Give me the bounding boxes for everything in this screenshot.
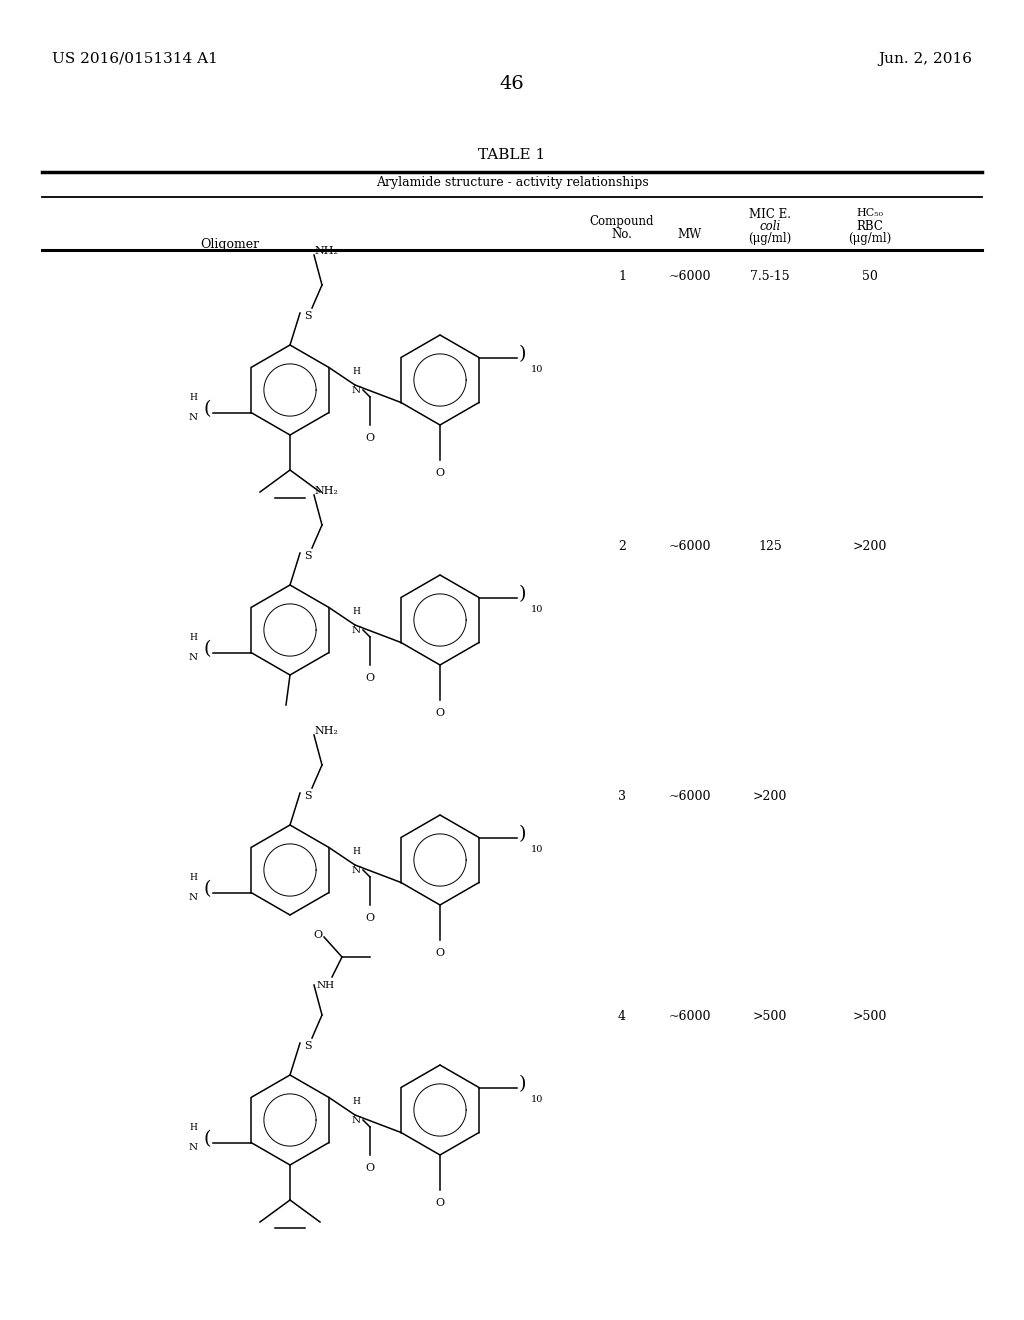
Text: H: H <box>189 393 197 403</box>
Text: H: H <box>189 874 197 883</box>
Text: Compound: Compound <box>590 215 654 228</box>
Text: >500: >500 <box>753 1010 787 1023</box>
Text: ~6000: ~6000 <box>669 540 712 553</box>
Text: (μg/ml): (μg/ml) <box>749 232 792 246</box>
Text: H: H <box>352 1097 360 1106</box>
Text: 10: 10 <box>531 1096 544 1105</box>
Text: Jun. 2, 2016: Jun. 2, 2016 <box>878 51 972 66</box>
Text: ): ) <box>519 346 526 363</box>
Text: 125: 125 <box>758 540 782 553</box>
Text: NH₂: NH₂ <box>314 486 338 496</box>
Text: ~6000: ~6000 <box>669 271 712 282</box>
Text: N: N <box>351 385 360 395</box>
Text: ): ) <box>519 1076 526 1093</box>
Text: HC₅₀: HC₅₀ <box>856 209 884 218</box>
Text: ~6000: ~6000 <box>669 789 712 803</box>
Text: S: S <box>304 1041 312 1051</box>
Text: N: N <box>188 652 198 661</box>
Text: O: O <box>366 1163 375 1173</box>
Text: NH₂: NH₂ <box>314 726 338 737</box>
Text: ): ) <box>519 586 526 603</box>
Text: Arylamide structure - activity relationships: Arylamide structure - activity relations… <box>376 176 648 189</box>
Text: N: N <box>188 412 198 421</box>
Text: (μg/ml): (μg/ml) <box>848 232 892 246</box>
Text: H: H <box>189 634 197 643</box>
Text: N: N <box>351 626 360 635</box>
Text: N: N <box>188 892 198 902</box>
Text: O: O <box>366 913 375 923</box>
Text: ~6000: ~6000 <box>669 1010 712 1023</box>
Text: 10: 10 <box>531 846 544 854</box>
Text: 4: 4 <box>618 1010 626 1023</box>
Text: O: O <box>435 708 444 718</box>
Text: H: H <box>352 847 360 855</box>
Text: >500: >500 <box>853 1010 887 1023</box>
Text: S: S <box>304 550 312 561</box>
Text: S: S <box>304 312 312 321</box>
Text: 2: 2 <box>618 540 626 553</box>
Text: TABLE 1: TABLE 1 <box>478 148 546 162</box>
Text: (: ( <box>204 400 211 418</box>
Text: ): ) <box>519 825 526 843</box>
Text: US 2016/0151314 A1: US 2016/0151314 A1 <box>52 51 218 66</box>
Text: O: O <box>366 673 375 682</box>
Text: 46: 46 <box>500 75 524 92</box>
Text: O: O <box>435 1199 444 1208</box>
Text: NH₂: NH₂ <box>314 246 338 256</box>
Text: N: N <box>351 1115 360 1125</box>
Text: RBC: RBC <box>856 220 884 234</box>
Text: O: O <box>435 469 444 478</box>
Text: MW: MW <box>678 228 702 242</box>
Text: >200: >200 <box>853 540 887 553</box>
Text: Oligomer: Oligomer <box>201 238 259 251</box>
Text: 1: 1 <box>618 271 626 282</box>
Text: MIC E.: MIC E. <box>749 209 791 220</box>
Text: N: N <box>188 1143 198 1151</box>
Text: O: O <box>313 931 323 940</box>
Text: NH: NH <box>317 981 335 990</box>
Text: (: ( <box>204 880 211 899</box>
Text: O: O <box>435 948 444 958</box>
Text: (: ( <box>204 640 211 659</box>
Text: N: N <box>351 866 360 875</box>
Text: H: H <box>189 1123 197 1133</box>
Text: No.: No. <box>611 228 633 242</box>
Text: (: ( <box>204 1130 211 1148</box>
Text: 10: 10 <box>531 606 544 615</box>
Text: >200: >200 <box>753 789 787 803</box>
Text: H: H <box>352 607 360 616</box>
Text: 10: 10 <box>531 366 544 375</box>
Text: S: S <box>304 791 312 801</box>
Text: H: H <box>352 367 360 376</box>
Text: coli: coli <box>760 220 780 234</box>
Text: 7.5-15: 7.5-15 <box>751 271 790 282</box>
Text: 3: 3 <box>618 789 626 803</box>
Text: 50: 50 <box>862 271 878 282</box>
Text: O: O <box>366 433 375 444</box>
